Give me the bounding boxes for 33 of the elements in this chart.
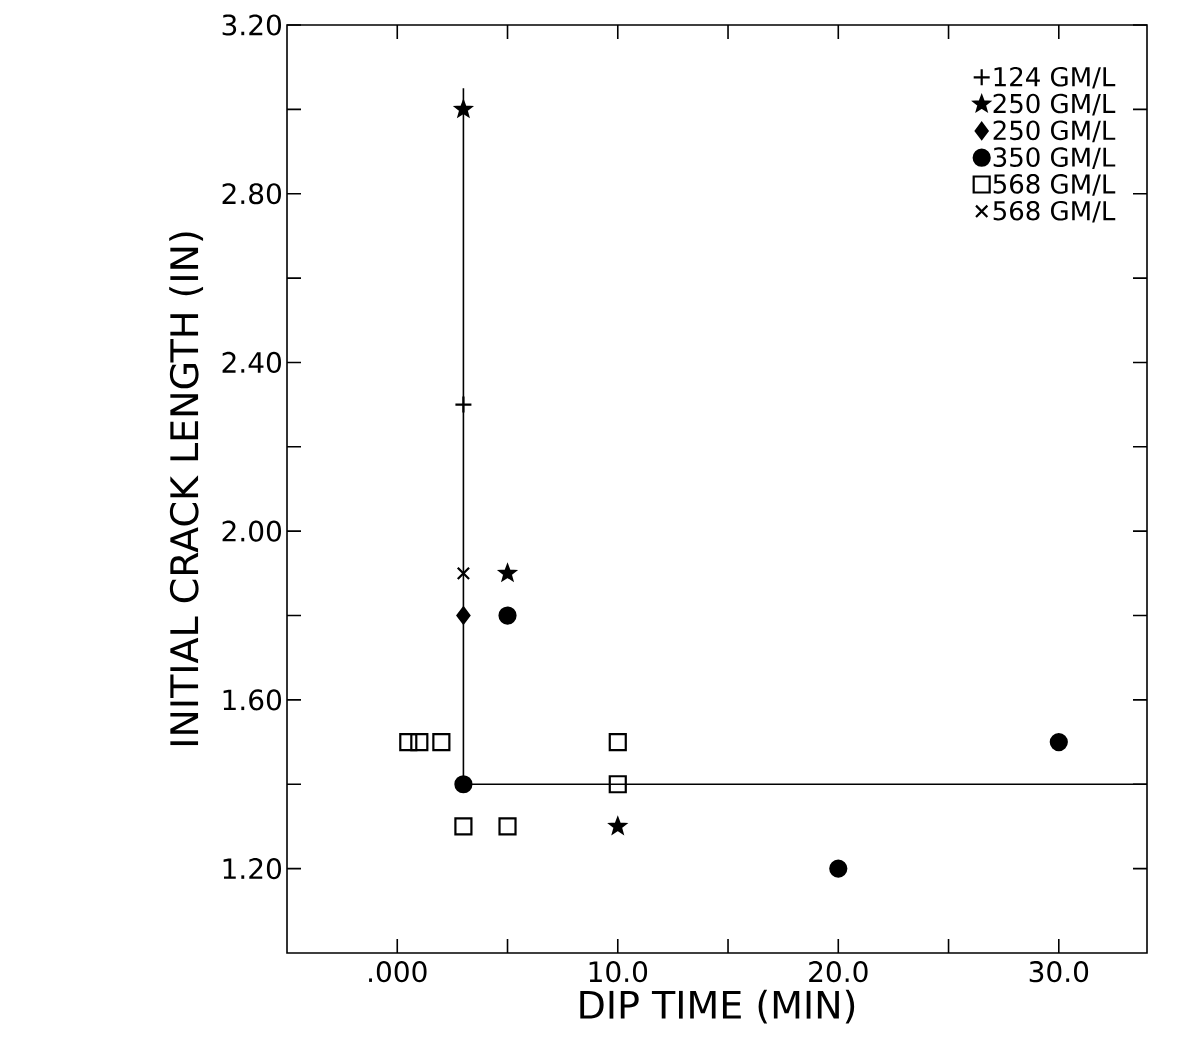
point [608, 775, 627, 794]
y-tick-label: 1.60 [223, 689, 281, 711]
point [399, 732, 418, 752]
point [498, 564, 517, 581]
point [498, 606, 517, 625]
x-tick-label: .000 [369, 961, 427, 983]
point [410, 732, 429, 752]
point [454, 100, 473, 117]
x-tick-label: 20.0 [809, 961, 868, 983]
point [456, 606, 471, 625]
legend-label: 350 GM/L [993, 147, 1116, 169]
x-axis-title: DIP TIME (MIN) [580, 989, 855, 1024]
point [432, 732, 451, 752]
x-tick-label: 30.0 [1029, 961, 1089, 983]
y-tick-label: 2.80 [222, 183, 281, 205]
point [454, 817, 473, 836]
y-tick-label: 2.00 [222, 520, 281, 542]
point [608, 732, 627, 752]
point [454, 775, 473, 794]
point [829, 859, 848, 878]
legend-label: 568 GM/L [993, 174, 1116, 196]
point [498, 817, 517, 836]
y-tick-label: 3.20 [222, 14, 281, 36]
point [1049, 732, 1068, 752]
point [456, 566, 471, 581]
y-tick-label: 1.20 [223, 858, 281, 880]
y-axis-title: INITIAL CRACK LENGTH (IN) [169, 232, 204, 746]
legend-label: 568 GM/L [993, 200, 1116, 223]
legend-label: 250 GM/L [993, 120, 1116, 143]
y-tick-label: 2.40 [222, 351, 281, 374]
x-tick-label: 10.0 [589, 961, 648, 983]
legend-label: 250 GM/L [993, 93, 1116, 116]
legend-label: 124 GM/L [994, 66, 1116, 89]
